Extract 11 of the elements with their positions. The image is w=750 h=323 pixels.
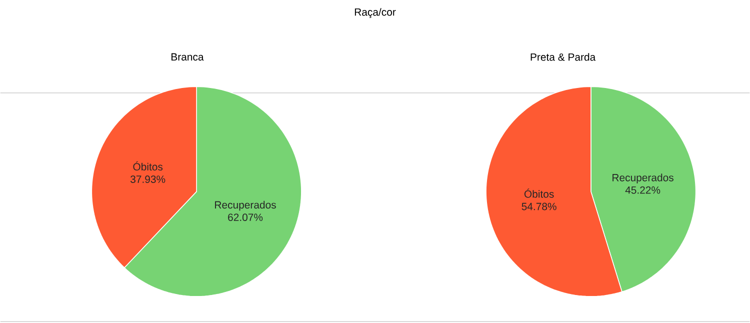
data-label: 37.93%: [130, 176, 166, 184]
data-label: 62.07%: [228, 214, 263, 222]
chart-title: Preta & Parda: [530, 53, 596, 61]
slice-label: Recuperados: [215, 201, 276, 211]
text: Raça/cor: [354, 8, 396, 18]
slice-label: Óbitos: [524, 188, 554, 198]
slice-label: Óbitos: [133, 162, 163, 171]
chart-title: Branca: [172, 53, 204, 61]
data-label: 54.78%: [522, 202, 556, 210]
slice-label: Recuperados: [612, 174, 674, 184]
data-label: 45.22%: [625, 186, 660, 194]
